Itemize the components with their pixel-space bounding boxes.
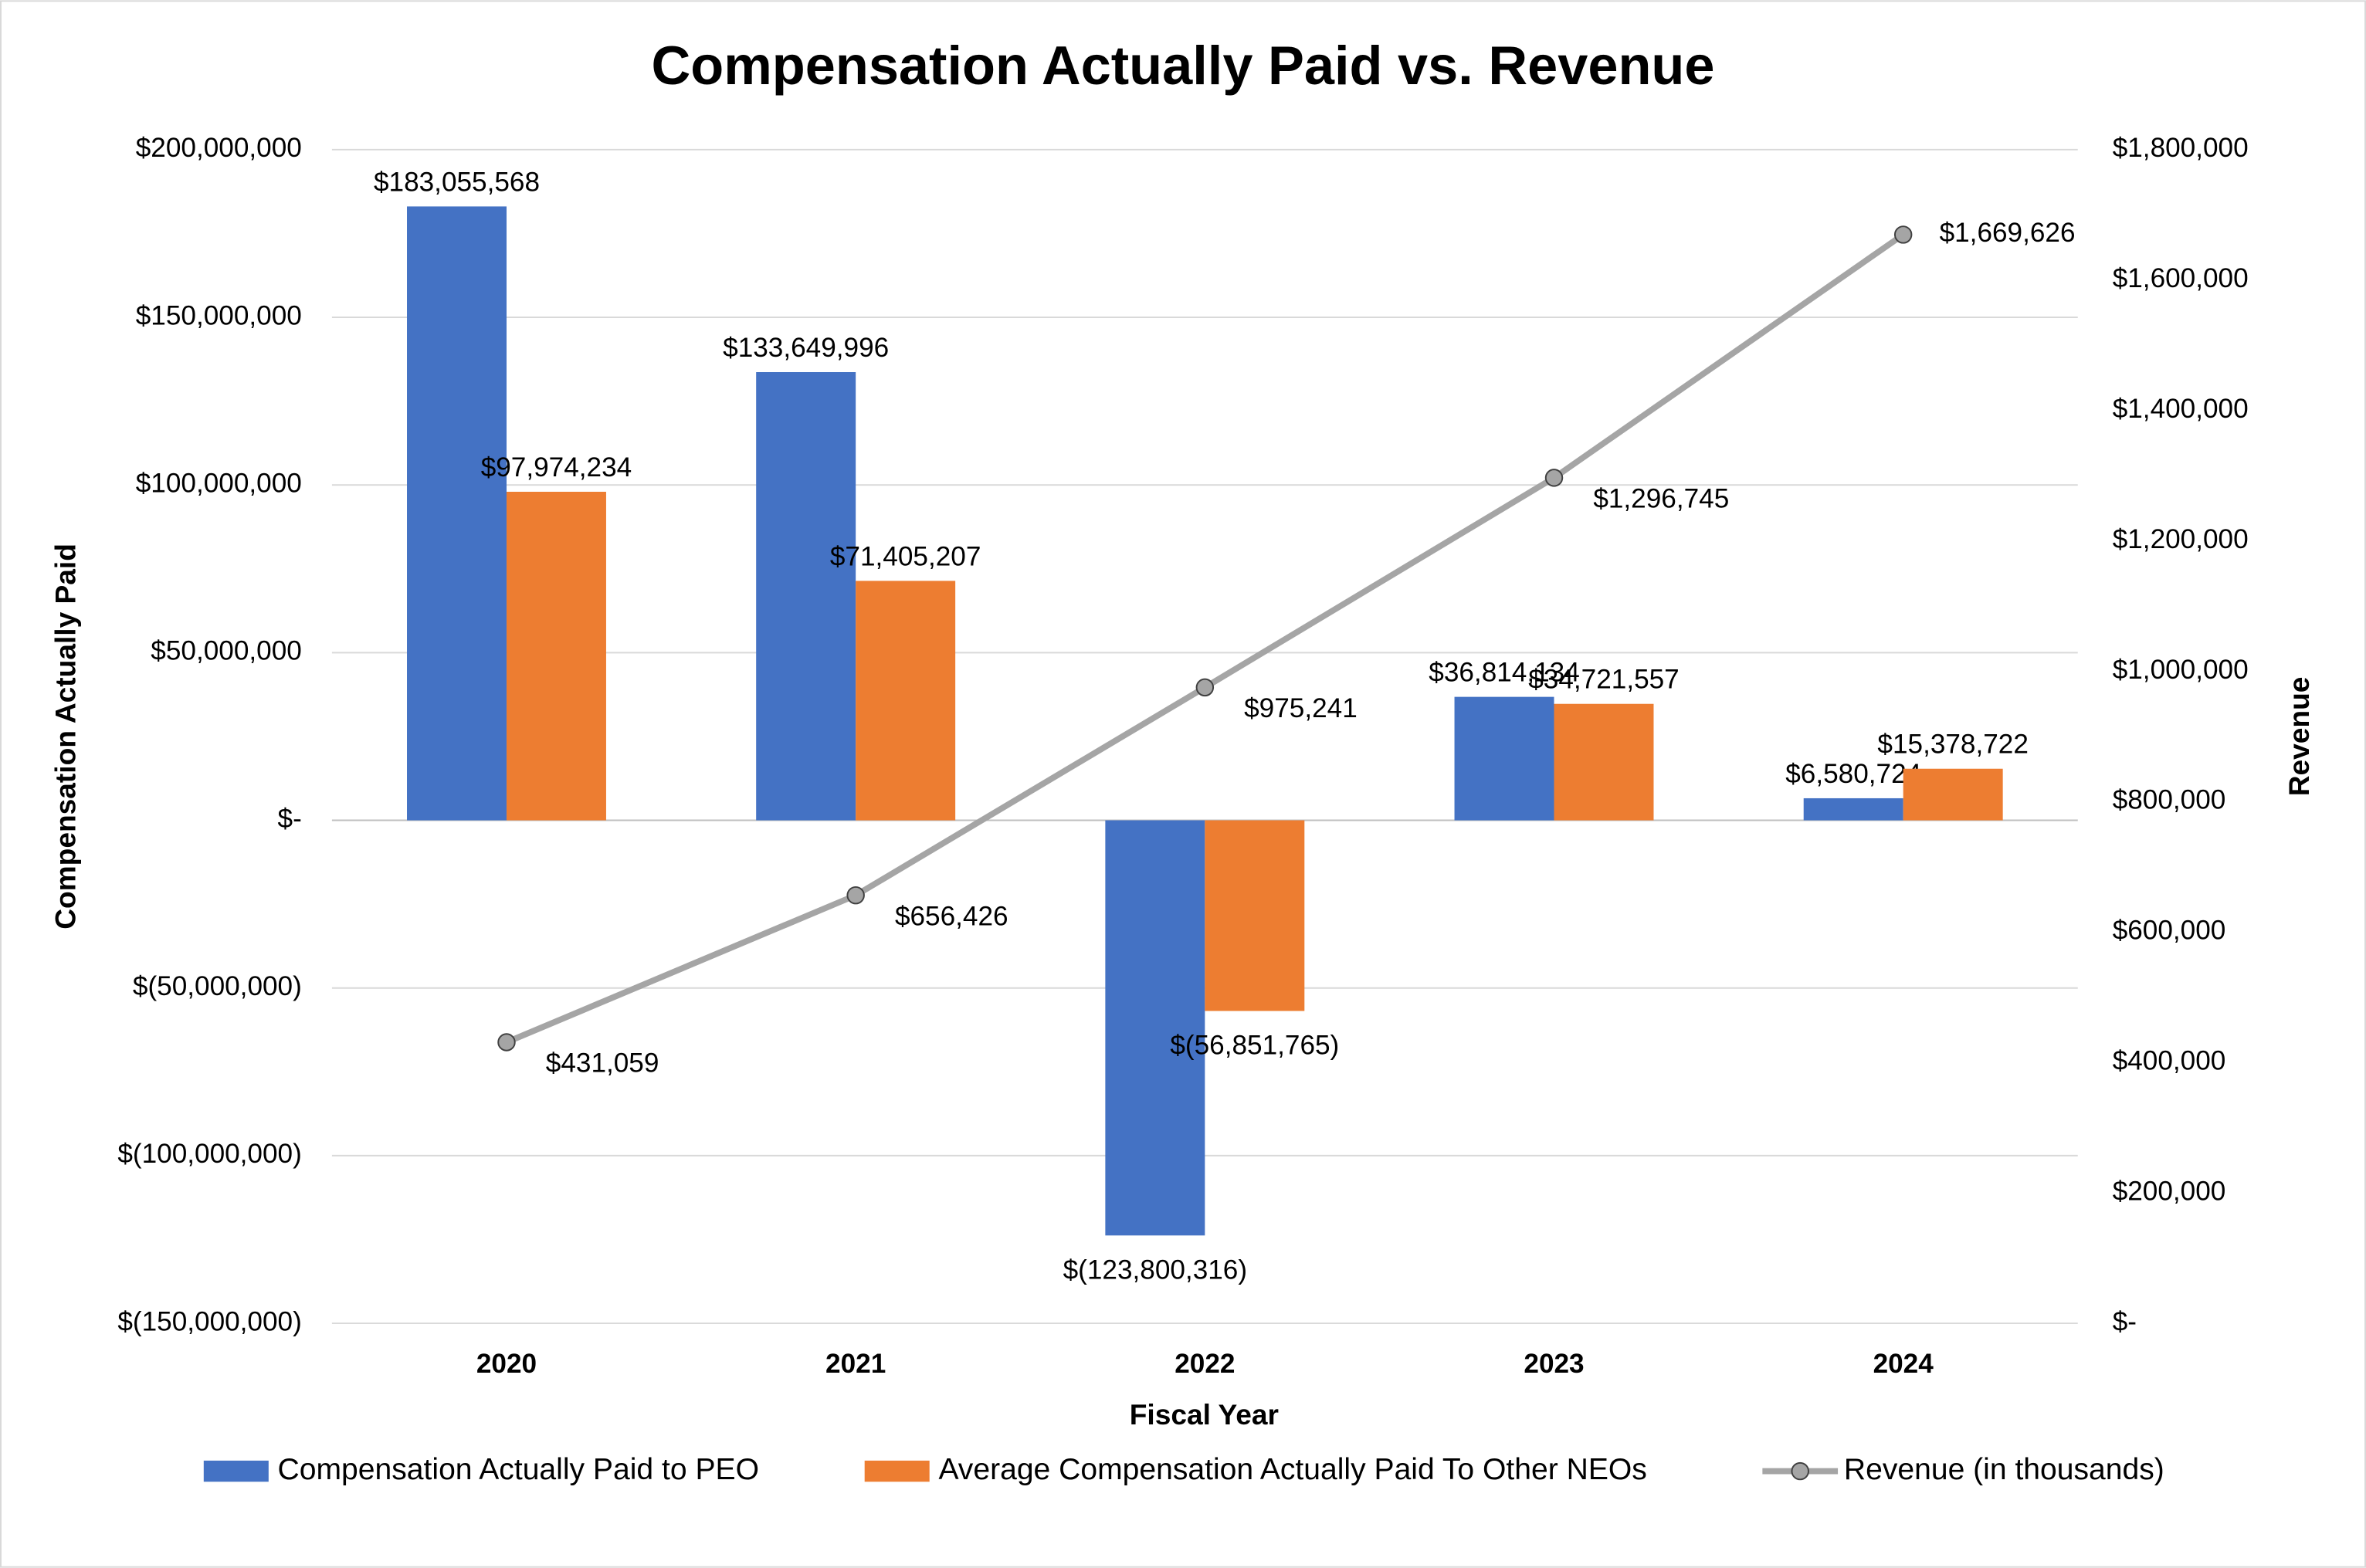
- y2-tick-label: $1,600,000: [2113, 263, 2249, 293]
- bar: [1554, 703, 1654, 821]
- y2-tick-label: $1,200,000: [2113, 524, 2249, 554]
- data-label: $34,721,557: [1528, 665, 1680, 695]
- data-label: $(56,851,765): [1170, 1031, 1339, 1061]
- bar: [1105, 820, 1205, 1236]
- data-label: $183,055,568: [374, 167, 540, 197]
- y2-tick-label: $1,400,000: [2113, 394, 2249, 424]
- line-marker: [1544, 469, 1564, 487]
- line-marker: [497, 1033, 516, 1052]
- data-label: $431,059: [546, 1048, 659, 1079]
- data-label: $133,649,996: [723, 333, 889, 363]
- data-label: $1,669,626: [1940, 218, 2076, 248]
- y-tick-label: $100,000,000: [136, 468, 302, 498]
- bar: [1903, 768, 2003, 821]
- legend-marker: [1791, 1461, 1809, 1481]
- data-label: $6,580,724: [1785, 759, 1921, 789]
- y-tick-label: $50,000,000: [151, 636, 302, 666]
- line-marker: [1893, 225, 1913, 244]
- data-label: $36,814,134: [1429, 658, 1580, 688]
- data-label: $97,974,234: [481, 452, 632, 483]
- legend-label: Revenue (in thousands): [1844, 1453, 2164, 1486]
- y-tick-label: $-: [278, 804, 302, 834]
- line-marker: [1195, 678, 1215, 697]
- y2-tick-label: $1,800,000: [2113, 133, 2249, 163]
- x-tick-label: 2023: [1524, 1349, 1584, 1379]
- data-label: $656,426: [895, 901, 1008, 931]
- y2-tick-label: $400,000: [2113, 1046, 2226, 1076]
- bar: [756, 372, 856, 821]
- bar: [506, 491, 606, 821]
- data-label: $(123,800,316): [1063, 1255, 1247, 1285]
- y-tick-label: $(50,000,000): [133, 971, 302, 1001]
- y-tick-label: $200,000,000: [136, 133, 302, 163]
- bar: [407, 206, 507, 821]
- y-tick-label: $150,000,000: [136, 300, 302, 330]
- data-label: $71,405,207: [830, 541, 981, 571]
- y2-tick-label: $-: [2113, 1306, 2137, 1336]
- y-axis-title: Compensation Actually Paid: [49, 544, 82, 930]
- bar: [856, 581, 956, 821]
- data-label: $975,241: [1244, 693, 1358, 723]
- x-tick-label: 2024: [1873, 1349, 1934, 1379]
- legend-label: Compensation Actually Paid to PEO: [278, 1453, 759, 1486]
- x-axis-title: Fiscal Year: [1130, 1398, 1279, 1431]
- legend-label: Average Compensation Actually Paid To Ot…: [938, 1453, 1646, 1486]
- data-label: $1,296,745: [1593, 483, 1729, 513]
- x-tick-label: 2022: [1175, 1349, 1235, 1379]
- y-tick-label: $(150,000,000): [117, 1306, 301, 1336]
- bar: [1454, 696, 1554, 821]
- data-label: $15,378,722: [1877, 730, 2029, 760]
- line-marker: [846, 886, 865, 905]
- y2-tick-label: $800,000: [2113, 785, 2226, 815]
- y2-tick-label: $200,000: [2113, 1176, 2226, 1206]
- y2-axis-title: Revenue: [2283, 677, 2315, 797]
- bar: [1803, 798, 1903, 821]
- y2-tick-label: $1,000,000: [2113, 655, 2249, 685]
- legend-swatch: [203, 1460, 269, 1482]
- x-tick-label: 2020: [476, 1349, 537, 1379]
- y-tick-label: $(100,000,000): [117, 1139, 301, 1169]
- x-tick-label: 2021: [825, 1349, 886, 1379]
- y2-tick-label: $600,000: [2113, 916, 2226, 946]
- bar: [1205, 820, 1305, 1011]
- chart-title: Compensation Actually Paid vs. Revenue: [651, 35, 1714, 96]
- legend-swatch: [864, 1460, 930, 1482]
